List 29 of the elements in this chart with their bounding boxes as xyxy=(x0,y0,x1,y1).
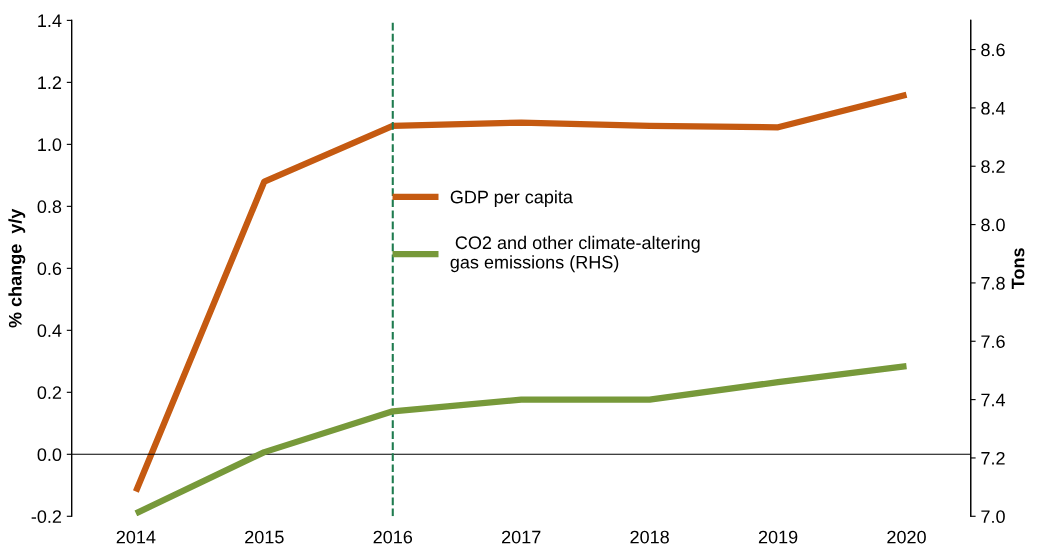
x-tick-label: 2018 xyxy=(630,530,669,544)
y-tick-label: 0.6 xyxy=(37,262,62,276)
y-tick-label: 0.8 xyxy=(37,200,62,214)
y-tick-label: 1.0 xyxy=(38,138,62,152)
y-tick-label: 1.2 xyxy=(38,76,62,89)
y-tick-label: 1.4 xyxy=(38,14,62,27)
x-tick-label: 2019 xyxy=(758,530,798,544)
x-tick-label: 2020 xyxy=(887,530,926,544)
x-tick-label: 2014 xyxy=(116,530,156,544)
y2-tick-label: 7.8 xyxy=(981,276,1005,290)
y-tick-label: -0.2 xyxy=(31,510,62,524)
y-axis-title: % change y/y xyxy=(8,208,26,328)
y-tick-label: 0.0 xyxy=(37,448,62,462)
y2-tick-label: 7.2 xyxy=(981,451,1005,465)
y2-tick-label: 8.6 xyxy=(981,43,1005,57)
y-tick-label: 0.2 xyxy=(37,386,62,400)
y2-axis-title: Tons xyxy=(1011,248,1025,290)
y2-tick-label: 8.4 xyxy=(981,101,1006,115)
x-tick-label: 2016 xyxy=(373,530,413,544)
x-tick-label: 2017 xyxy=(502,530,541,544)
y2-tick-label: 7.6 xyxy=(981,335,1005,348)
y2-tick-label: 7.0 xyxy=(981,510,1005,524)
y2-tick-label: 8.2 xyxy=(981,160,1005,173)
x-tick-label: 2015 xyxy=(245,530,284,544)
y2-tick-label: 7.4 xyxy=(981,393,1006,407)
legend-label: CO2 and other climate-altering gas emissions (RHS) xyxy=(450,235,700,273)
y2-tick-label: 8.0 xyxy=(981,218,1005,232)
legend-label: GDP per capita xyxy=(450,190,573,207)
y-tick-label: 0.4 xyxy=(37,324,62,338)
